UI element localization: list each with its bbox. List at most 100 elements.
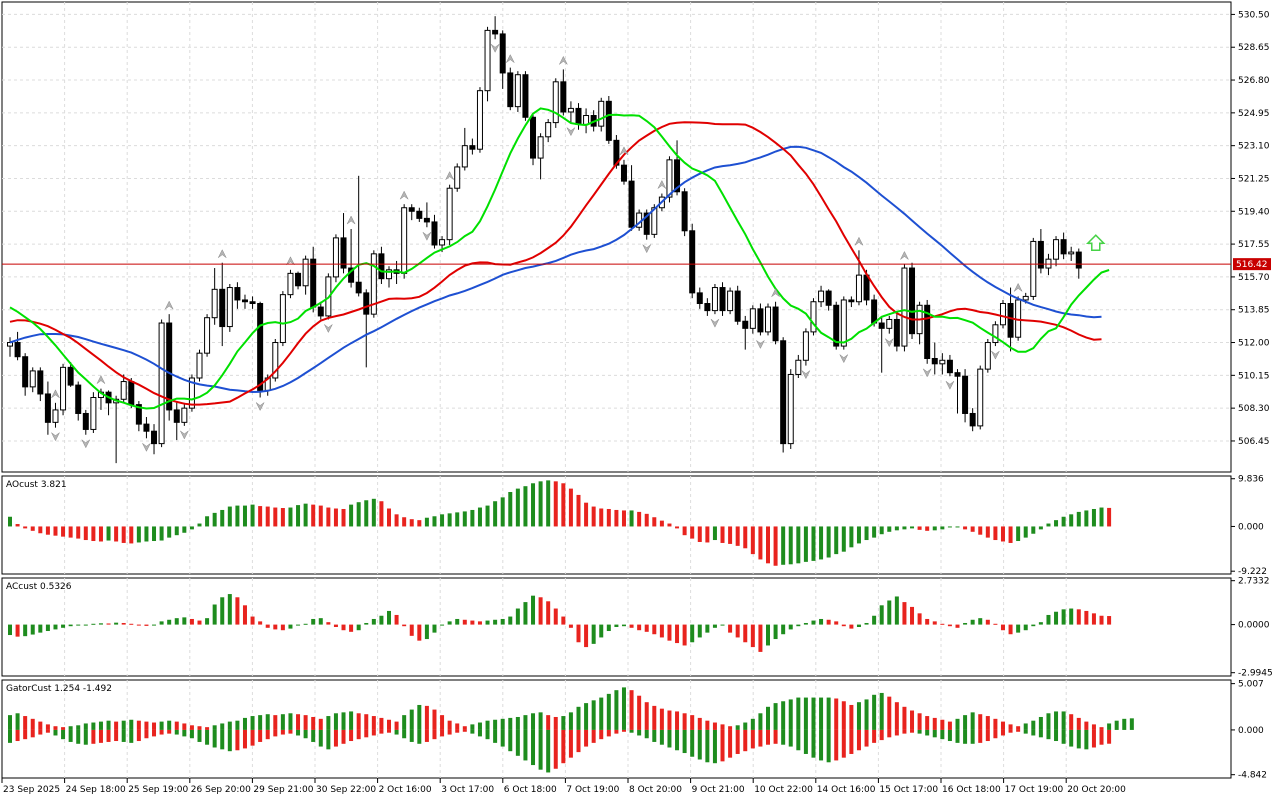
candle-down <box>234 287 241 301</box>
ac-bar-rising <box>864 622 869 625</box>
ao-bar-rising <box>182 526 187 533</box>
candle-up <box>1030 240 1037 297</box>
ac-bar-falling <box>644 624 649 632</box>
gator-lower-bar-falling <box>735 729 740 754</box>
gator-upper-bar-rising <box>477 722 482 730</box>
gator-lower-bar-falling <box>38 729 43 735</box>
gator-upper-bar-rising <box>781 701 786 730</box>
gator-upper-bar-falling <box>978 714 983 730</box>
ac-bar-rising <box>1038 622 1043 625</box>
candle-up <box>120 381 127 400</box>
ac-bar-rising <box>599 624 604 638</box>
gator-upper-bar-rising <box>766 706 770 730</box>
gator-lower-bar-falling <box>834 729 839 761</box>
candle-up <box>977 368 984 427</box>
ao-bar-falling <box>333 508 338 527</box>
price-tick-label: 513.85 <box>1238 306 1270 316</box>
ao-bar-rising <box>440 514 445 527</box>
candle-up <box>984 342 991 370</box>
ac-bar-rising <box>174 618 179 625</box>
ao-bar-falling <box>394 514 399 527</box>
ac-bar-falling <box>667 624 672 641</box>
gator-lower-bar-falling <box>333 729 338 747</box>
gator-upper-bar-rising <box>879 692 884 730</box>
ao-bar-rising <box>538 481 543 527</box>
gator-lower-bar-rising <box>675 729 680 751</box>
gator-upper-bar-falling <box>1000 721 1005 730</box>
gator-lower-bar-rising <box>819 729 824 761</box>
gator-lower-bar-rising <box>1023 729 1028 734</box>
ac-bar-rising <box>531 595 536 625</box>
ao-bar-falling <box>417 520 422 527</box>
candle-down <box>492 29 499 35</box>
ac-bar-falling <box>917 613 922 625</box>
ac-bar-falling <box>1091 613 1096 625</box>
price-tick-label: 528.65 <box>1238 43 1270 53</box>
price-tick-label: 517.55 <box>1238 240 1270 250</box>
gator-lower-bar-rising <box>477 729 482 737</box>
ac-bar-falling <box>235 597 240 625</box>
ao-bar-rising <box>546 480 551 527</box>
gator-lower-bar-falling <box>440 729 445 737</box>
ao-bar-falling <box>917 526 922 530</box>
ao-bar-falling <box>925 526 930 531</box>
gator-lower-bar-rising <box>796 729 801 751</box>
candle-down <box>143 423 150 432</box>
ao-bar-falling <box>591 506 596 527</box>
ao-bar-rising <box>364 500 369 527</box>
gator-upper-bar-rising <box>803 697 808 730</box>
ao-bar-falling <box>387 508 391 527</box>
ac-bar-rising <box>803 622 808 625</box>
gator-upper-bar-rising <box>856 702 861 730</box>
gator-upper-bar-falling <box>894 702 899 730</box>
time-tick-label: 9 Oct 21:00 <box>692 785 745 795</box>
ao-bar-falling <box>23 526 28 529</box>
ac-bar-falling <box>333 624 338 627</box>
gator-lower-bar-rising <box>296 729 301 736</box>
candle-down <box>681 191 688 232</box>
candle-down <box>67 366 74 386</box>
ac-bar-falling <box>326 622 331 625</box>
gator-upper-bar-falling <box>690 715 695 730</box>
gator-lower-bar-rising <box>803 729 808 754</box>
gator-upper-bar-rising <box>531 713 536 730</box>
candle-up <box>855 274 862 303</box>
gator-upper-bar-rising <box>773 703 778 730</box>
gator-upper-bar-rising <box>743 722 748 730</box>
gator-upper-bar-rising <box>235 720 240 730</box>
ac-bar-falling <box>675 624 680 644</box>
gator-upper-bar-falling <box>1016 726 1021 730</box>
gator-lower-bar-falling <box>1016 729 1021 732</box>
candle-down <box>257 303 264 391</box>
gator-lower-bar-falling <box>258 729 263 742</box>
gator-upper-bar-rising <box>402 715 407 730</box>
gator-upper-bar-rising <box>872 694 877 730</box>
gator-upper-bar-rising <box>265 714 270 730</box>
gator-upper-bar-rising <box>796 697 801 730</box>
gator-upper-bar-rising <box>1023 723 1028 730</box>
candle-down <box>355 281 362 294</box>
candle-up <box>795 359 802 375</box>
gator-upper-bar-falling <box>174 721 179 730</box>
gator-lower-bar-rising <box>826 729 831 763</box>
gator-lower-bar-falling <box>152 729 157 737</box>
gator-lower-bar-falling <box>432 729 437 740</box>
gator-lower-bar-rising <box>811 729 816 758</box>
gator-lower-bar-rising <box>932 729 937 738</box>
gator-upper-bar-rising <box>227 721 232 730</box>
candle-up <box>52 409 59 423</box>
gator-upper-bar-rising <box>561 716 566 730</box>
gator-lower-bar-rising <box>189 729 194 739</box>
gator-upper-bar-rising <box>621 687 626 730</box>
gator-lower-bar-falling <box>621 729 626 732</box>
ac-bar-falling <box>189 618 194 625</box>
ac-bar-falling <box>1107 616 1112 625</box>
ao-bar-falling <box>114 526 119 542</box>
ac-bar-rising <box>364 622 369 625</box>
candle-up <box>211 288 218 319</box>
ao-bar-falling <box>326 507 331 527</box>
ao-bar-rising <box>432 516 437 527</box>
ao-bar-rising <box>152 526 157 542</box>
gator-lower-bar-falling <box>576 729 581 753</box>
